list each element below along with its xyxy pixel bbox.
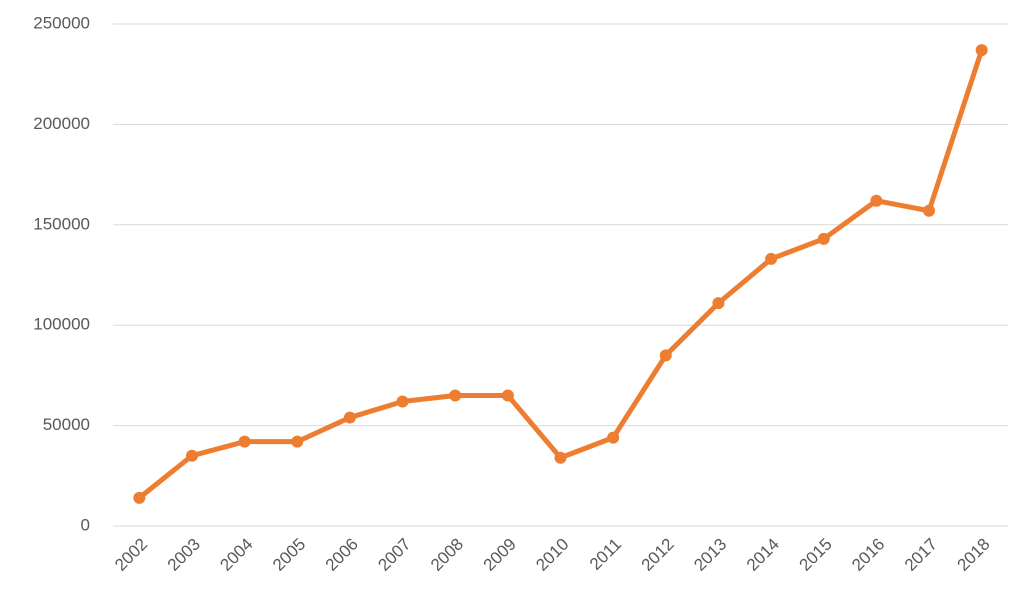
x-tick-label: 2006 xyxy=(322,535,362,575)
y-tick-label: 200000 xyxy=(33,114,90,133)
point xyxy=(659,349,672,362)
y-tick-label: 150000 xyxy=(33,214,90,233)
point xyxy=(607,431,620,444)
x-tick-label: 2016 xyxy=(848,535,888,575)
y-tick-label: 250000 xyxy=(33,13,90,32)
point xyxy=(238,435,251,448)
x-tick-label: 2005 xyxy=(269,535,309,575)
point xyxy=(396,395,409,408)
point xyxy=(870,194,883,207)
line xyxy=(137,49,985,500)
y-tick-label: 100000 xyxy=(33,315,90,334)
x-tick-label: 2018 xyxy=(953,535,993,575)
point xyxy=(554,451,567,464)
point xyxy=(291,435,304,448)
point xyxy=(765,252,778,265)
point xyxy=(449,389,462,402)
point xyxy=(712,297,725,310)
x-tick-label: 2012 xyxy=(638,535,678,575)
point xyxy=(343,411,356,424)
x-tick-label: 2015 xyxy=(796,535,836,575)
x-tick-label: 2009 xyxy=(480,535,520,575)
x-tick-label: 2017 xyxy=(901,535,941,575)
point xyxy=(185,449,198,462)
x-tick-label: 2003 xyxy=(164,535,204,575)
x-tick-label: 2013 xyxy=(690,535,730,575)
y-tick-label: 50000 xyxy=(43,415,90,434)
x-tick-label: 2002 xyxy=(111,535,151,575)
point xyxy=(923,204,936,217)
point xyxy=(501,389,514,402)
point xyxy=(975,44,988,57)
point xyxy=(817,232,830,245)
x-tick-label: 2014 xyxy=(743,535,783,575)
x-tick-label: 2004 xyxy=(216,535,256,575)
y-tick-label: 0 xyxy=(81,515,90,534)
x-tick-label: 2011 xyxy=(586,535,625,574)
x-tick-label: 2008 xyxy=(427,535,467,575)
point xyxy=(133,491,146,504)
x-tick-label: 2007 xyxy=(374,535,414,575)
x-tick-label: 2010 xyxy=(532,535,572,575)
